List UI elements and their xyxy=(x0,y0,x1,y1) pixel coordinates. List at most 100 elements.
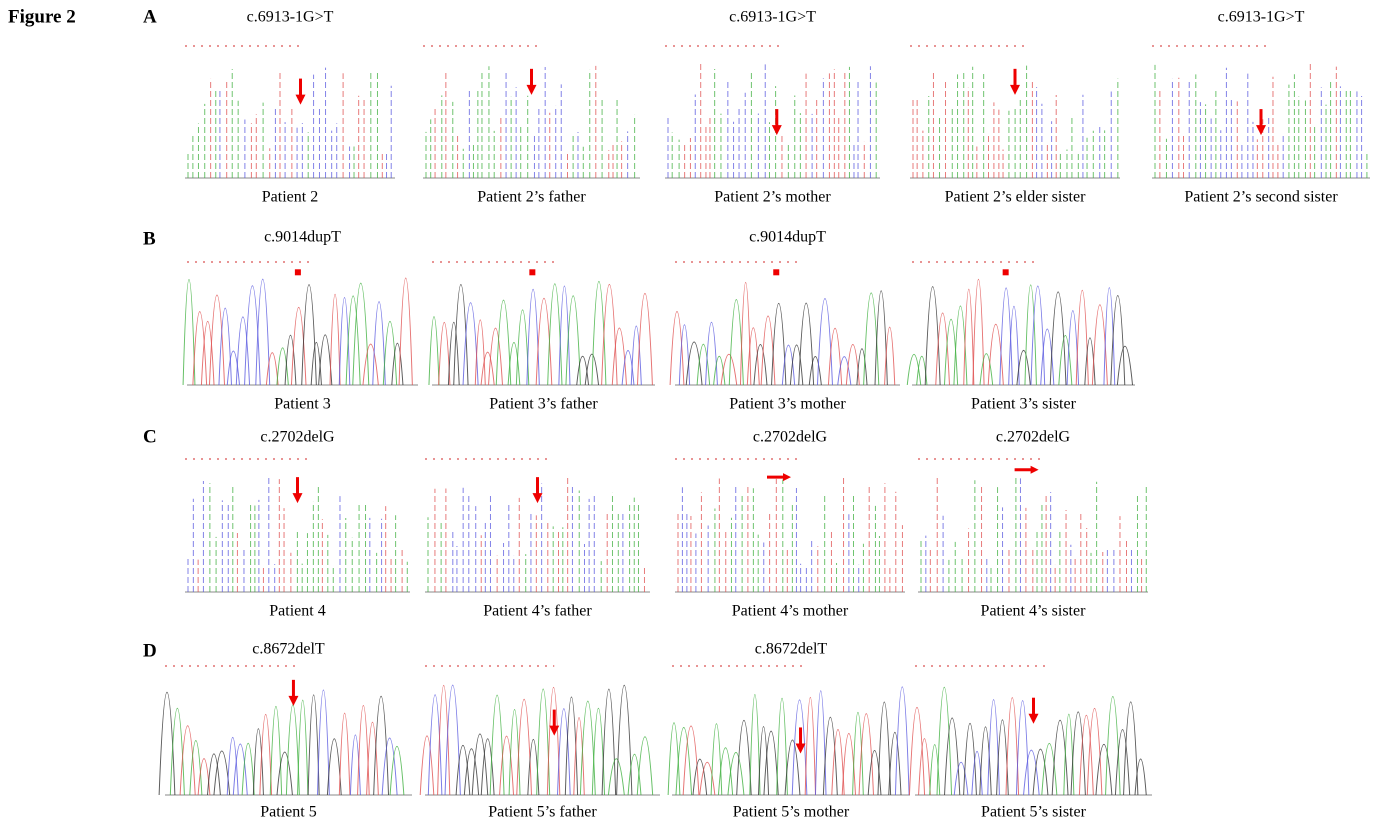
trace-peak xyxy=(302,285,317,385)
trace-peak xyxy=(670,312,684,385)
arrow-head xyxy=(1010,85,1020,95)
trace-peak xyxy=(456,745,470,795)
trace-peak xyxy=(1096,744,1112,795)
trace-peak xyxy=(1024,750,1040,795)
mutation-label: c.9014dupT xyxy=(749,229,826,246)
mutation-label: c.6913-1G>T xyxy=(247,9,334,26)
trace-peak xyxy=(490,695,504,795)
mutation-label: c.9014dupT xyxy=(264,229,341,246)
caption: Patient 2’s mother xyxy=(714,189,831,206)
panel-label: B xyxy=(143,228,156,249)
trace-peak xyxy=(637,293,652,385)
trace-peak xyxy=(602,284,618,385)
trace-peak xyxy=(737,720,751,795)
trace-peak xyxy=(637,737,652,795)
trace-peak xyxy=(481,352,494,385)
trace-peak xyxy=(954,762,968,795)
caption: Patient 2’s second sister xyxy=(1184,189,1338,206)
trace-peak xyxy=(253,729,263,795)
caption: Patient 3’s father xyxy=(489,396,598,413)
trace-peak xyxy=(353,283,369,385)
arrow-head xyxy=(296,95,306,105)
trace-peak xyxy=(266,353,278,385)
caption: Patient 3 xyxy=(274,396,330,413)
trace-peak xyxy=(428,695,442,795)
caption: Patient 2’s father xyxy=(477,189,586,206)
trace-peak xyxy=(464,749,478,795)
trace-peak xyxy=(1009,306,1020,385)
trace-peak xyxy=(399,278,412,385)
caption: Patient 5 xyxy=(260,804,316,821)
arrow-head xyxy=(293,493,303,503)
trace-peak xyxy=(517,699,532,795)
trace-peak xyxy=(809,357,821,385)
trace-peak xyxy=(885,327,895,385)
trace-peak xyxy=(1064,714,1074,795)
arrow-head xyxy=(288,696,298,706)
trace-peak xyxy=(339,713,350,795)
mutation-label: c.8672delT xyxy=(755,641,828,658)
mutation-label: c.6913-1G>T xyxy=(729,9,816,26)
mutation-label: c.2702delG xyxy=(260,429,335,446)
trace-peak xyxy=(527,289,539,385)
caption: Patient 5’s sister xyxy=(981,804,1087,821)
trace-peak xyxy=(291,307,306,385)
trace-peak xyxy=(612,328,626,385)
trace-peak xyxy=(429,317,439,385)
trace-peak xyxy=(496,300,511,385)
trace-peak xyxy=(317,690,329,795)
trace-peak xyxy=(420,736,434,795)
trace-peak xyxy=(706,322,718,385)
arrow-head xyxy=(1031,466,1039,474)
trace-peak xyxy=(373,302,386,385)
trace-peak xyxy=(445,685,460,795)
trace-peak xyxy=(728,753,744,795)
mutation-label: c.8672delT xyxy=(252,641,325,658)
trace-peak xyxy=(489,328,503,385)
trace-peak xyxy=(1111,296,1125,385)
trace-peak xyxy=(909,707,924,795)
trace-peak xyxy=(750,695,760,795)
arrow xyxy=(773,269,779,275)
figure: Figure 2 Ac.6913-1G>TPatient 2Patient 2’… xyxy=(0,0,1384,824)
trace-peak xyxy=(686,342,702,385)
trace-peak xyxy=(1052,720,1068,795)
caption: Patient 2 xyxy=(262,189,318,206)
trace-peak xyxy=(853,712,864,795)
trace-peak xyxy=(721,354,737,385)
trace-peak xyxy=(895,687,909,795)
arrow xyxy=(529,269,535,275)
caption: Patient 2’s elder sister xyxy=(945,189,1087,206)
trace-peak xyxy=(1106,696,1121,795)
trace-peak xyxy=(925,287,940,385)
trace-peak xyxy=(988,700,1000,795)
trace-peak xyxy=(945,718,960,795)
trace-peak xyxy=(438,685,450,795)
trace-peak xyxy=(475,320,485,385)
arrow-head xyxy=(1029,714,1039,724)
trace-peak xyxy=(382,738,397,795)
trace-peak xyxy=(330,294,340,385)
trace-peak xyxy=(472,734,488,795)
caption: Patient 4’s mother xyxy=(732,603,849,620)
trace-peak xyxy=(711,724,722,795)
panel-label: D xyxy=(143,640,157,661)
trace-peak xyxy=(209,295,224,385)
trace-peak xyxy=(964,289,974,385)
trace-peak xyxy=(242,743,254,795)
trace-peak xyxy=(285,335,296,385)
caption: Patient 4 xyxy=(269,603,325,620)
caption: Patient 3’s sister xyxy=(971,396,1077,413)
arrow-head xyxy=(772,125,782,135)
caption: Patient 4’s father xyxy=(483,603,592,620)
trace-peak xyxy=(936,313,950,385)
panel-label: C xyxy=(143,426,157,447)
arrow xyxy=(295,269,301,275)
arrow-head xyxy=(533,493,543,503)
trace-peak xyxy=(828,328,841,385)
trace-peak xyxy=(277,752,292,795)
trace-peak xyxy=(859,714,873,795)
arrow xyxy=(1003,269,1009,275)
trace-peak xyxy=(439,322,450,385)
trace-peak xyxy=(980,354,993,385)
